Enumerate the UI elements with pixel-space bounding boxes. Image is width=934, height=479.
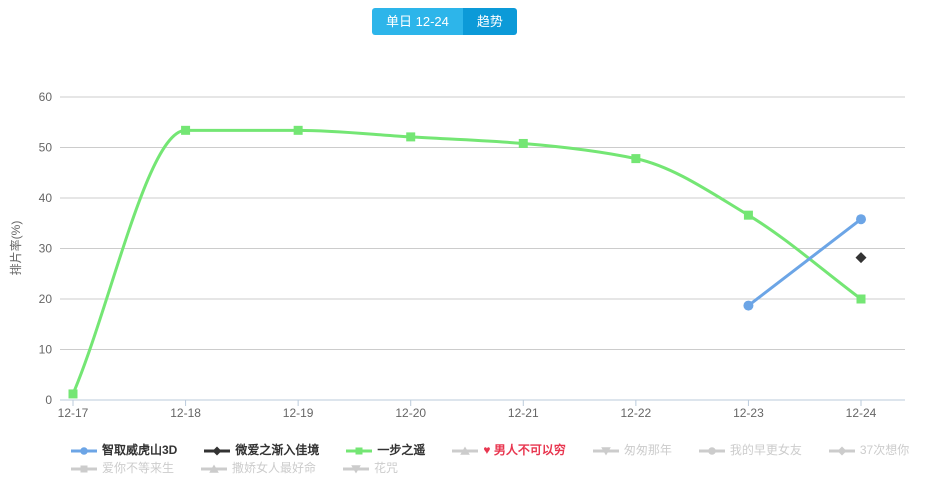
legend-item-label: 匆匆那年 (623, 443, 672, 457)
x-tick-label: 12-24 (846, 406, 877, 420)
data-point-rect-marker[interactable] (406, 132, 416, 142)
x-tick-label: 12-17 (58, 406, 89, 420)
y-tick-label: 40 (39, 191, 53, 205)
legend-rect-icon (71, 465, 97, 472)
legend-item-label: 撒娇女人最好命 (232, 461, 317, 475)
data-point-circle-marker[interactable] (856, 214, 866, 225)
legend-item-label: 花咒 (374, 461, 399, 475)
period-tabs: 单日 12-24 趋势 (372, 8, 517, 35)
y-tick-label: 0 (45, 393, 52, 407)
legend-item-label: 37次想你 (859, 443, 910, 457)
legend-triangle-icon (452, 446, 479, 455)
data-point-rect-marker[interactable] (856, 294, 866, 304)
x-tick-label: 12-19 (283, 406, 314, 420)
y-tick-label: 50 (39, 141, 53, 155)
legend-item-智取威虎山3D[interactable]: 智取威虎山3D (71, 443, 177, 458)
legend-triangle-down-icon (592, 446, 619, 455)
data-point-rect-marker[interactable] (293, 125, 303, 135)
data-point-diamond-marker[interactable] (855, 252, 867, 264)
y-axis-labels: 0 10 20 30 40 50 60 (39, 90, 53, 407)
legend-item-label: 智取威虎山3D (102, 443, 178, 457)
chart-legend: 智取威虎山3D 微爱之渐入佳境 一步之遥 ♥ 男人不可以穷 匆匆那年 我的早更女友 37次想… (71, 443, 909, 479)
legend-circle-icon (698, 446, 725, 455)
data-point-rect-marker[interactable] (68, 389, 78, 399)
y-tick-label: 10 (39, 343, 53, 357)
y-tick-label: 20 (39, 292, 53, 306)
legend-item-label: 一步之遥 (377, 443, 426, 457)
x-tick-label: 12-23 (733, 406, 764, 420)
legend-item-一步之遥[interactable]: 一步之遥 (346, 443, 425, 458)
legend-row: 智取威虎山3D 微爱之渐入佳境 一步之遥 ♥ 男人不可以穷 匆匆那年 我的早更女友 37次想… (71, 443, 909, 458)
legend-item-label: 我的早更女友 (729, 443, 802, 457)
series-line (855, 252, 867, 264)
legend-triangle-down-icon (343, 464, 370, 473)
legend-triangle-icon (201, 464, 228, 473)
y-tick-label: 60 (39, 90, 53, 104)
legend-diamond-icon (204, 446, 231, 455)
data-point-rect-marker[interactable] (181, 125, 191, 135)
data-point-rect-marker[interactable] (518, 138, 528, 148)
data-point-rect-marker[interactable] (743, 210, 753, 220)
x-tick-label: 12-20 (395, 406, 426, 420)
data-point-rect-marker[interactable] (631, 154, 641, 164)
legend-item-微爱之渐入佳境[interactable]: 微爱之渐入佳境 (204, 443, 319, 458)
legend-item-花咒[interactable]: 花咒 (343, 461, 398, 476)
legend-diamond-icon (828, 446, 855, 455)
legend-row: 爱你不等来生 撒娇女人最好命 花咒 (71, 461, 901, 476)
legend-item-label: 爱你不等来生 (102, 461, 175, 475)
x-axis-labels: 12-17 12-18 12-19 12-20 12-21 12-22 12-23 12-24 (58, 406, 877, 420)
legend-item-撒娇女人最好命[interactable]: 撒娇女人最好命 (201, 461, 316, 476)
legend-item-37次想你[interactable]: 37次想你 (828, 443, 910, 458)
tab-daily[interactable]: 单日 12-24 (372, 8, 463, 35)
legend-item-爱你不等来生[interactable]: 爱你不等来生 (71, 461, 174, 476)
legend-item-label: 微爱之渐入佳境 (235, 443, 320, 457)
tab-trend[interactable]: 趋势 (462, 8, 517, 35)
legend-item-匆匆那年[interactable]: 匆匆那年 (592, 443, 672, 458)
series-line (68, 125, 866, 399)
x-axis (60, 399, 905, 406)
data-point-circle-marker[interactable] (743, 300, 754, 311)
legend-item-我的早更女友[interactable]: 我的早更女友 (698, 443, 802, 458)
gridlines (60, 96, 905, 350)
x-tick-label: 12-22 (621, 406, 652, 420)
x-tick-label: 12-21 (508, 406, 539, 420)
legend-circle-icon (71, 446, 97, 455)
y-axis-title: 排片率(%) (8, 221, 23, 276)
legend-item-label: ♥ 男人不可以穷 (483, 443, 566, 457)
x-tick-label: 12-18 (170, 406, 201, 420)
legend-item-男人不可以穷[interactable]: ♥ 男人不可以穷 (452, 443, 566, 458)
y-tick-label: 30 (39, 242, 53, 256)
series-line (743, 214, 866, 311)
legend-rect-icon (346, 447, 373, 454)
